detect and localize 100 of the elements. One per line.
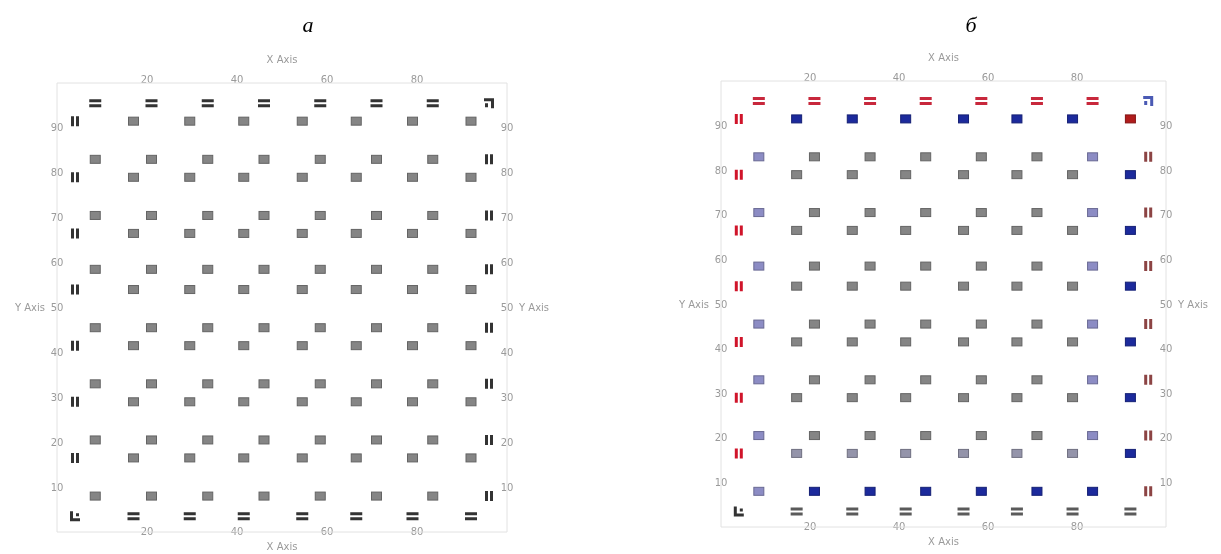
point [1067,281,1079,291]
point [975,431,987,441]
chart-title: б [965,12,978,37]
x-tick-label: 80 [410,526,424,537]
point [791,225,803,235]
point [1011,448,1023,458]
y2-tick-label: 40 [500,346,514,358]
x2-axis-title: X Axis [266,54,298,65]
point [900,170,912,180]
y-tick-label: 90 [714,120,728,132]
y-tick-label: 80 [50,167,64,179]
point [1067,114,1079,124]
point [71,452,79,463]
point [1124,114,1136,124]
y2-tick-label: 80 [500,167,514,179]
y-tick-label: 50 [50,302,64,313]
x-tick-label: 80 [1070,521,1084,532]
y-tick-label: 80 [714,164,728,176]
x-tick-label: 60 [320,526,334,537]
point [1087,431,1099,441]
point [1087,208,1099,218]
point [808,152,820,162]
point [864,208,876,218]
point [900,393,912,403]
point [791,448,803,458]
point [1143,96,1154,107]
y-tick-label: 10 [714,476,728,488]
point [753,319,765,329]
point [920,152,932,162]
point [1144,430,1153,441]
point [975,375,987,385]
y2-tick-label: 50 [1159,298,1173,310]
point [734,225,743,236]
x2-tick-label: 80 [1070,72,1084,83]
point [1011,337,1023,347]
point [71,284,79,295]
point [1011,170,1023,180]
point [70,511,80,522]
y-axis-title: Y Axis [13,302,45,313]
x-tick-label: 40 [230,526,244,537]
point [734,336,743,347]
point [958,114,970,124]
point [920,431,932,441]
y-tick-label: 20 [714,432,728,444]
y2-tick-label: 50 [500,302,514,313]
point [920,208,932,218]
point [734,169,743,180]
y2-tick-label: 90 [500,122,514,134]
y2-tick-label: 90 [1159,120,1173,132]
x2-tick-label: 60 [320,74,334,85]
point [1087,486,1099,496]
point [846,337,858,347]
point [958,393,970,403]
y-tick-label: 40 [714,343,728,355]
point [791,337,803,347]
point [846,114,858,124]
y-tick-label: 90 [50,122,64,134]
point [1087,152,1099,162]
point [864,319,876,329]
point [1031,261,1043,271]
point [1011,225,1023,235]
point [734,392,743,403]
y-tick-label: 60 [50,257,64,269]
point [753,431,765,441]
point [846,281,858,291]
point [920,261,932,271]
point [485,264,493,275]
x-tick-label: 60 [981,521,995,532]
y2-tick-label: 60 [1159,253,1173,265]
point [1124,170,1136,180]
x-tick-label: 40 [892,521,906,532]
point [734,281,743,292]
point [1031,319,1043,329]
point [808,375,820,385]
point [71,116,79,127]
point [485,154,493,165]
point [1011,114,1023,124]
point [1011,393,1023,403]
point [975,208,987,218]
point [791,281,803,291]
y2-tick-label: 10 [1159,476,1173,488]
point [1031,486,1043,496]
point [864,486,876,496]
point [485,491,493,502]
point [1144,319,1153,330]
y2-tick-label: 40 [1159,343,1173,355]
x2-tick-label: 40 [892,72,906,83]
point [1011,281,1023,291]
point [864,431,876,441]
y2-tick-label: 70 [500,212,514,224]
y2-tick-label: 30 [500,391,514,403]
x-tick-label: 20 [140,526,154,537]
point [958,225,970,235]
y-tick-label: 70 [50,212,64,224]
point [465,512,477,521]
point [920,319,932,329]
point [71,340,79,351]
y-tick-label: 50 [714,298,728,310]
point [808,319,820,329]
y-tick-label: 70 [714,209,728,221]
